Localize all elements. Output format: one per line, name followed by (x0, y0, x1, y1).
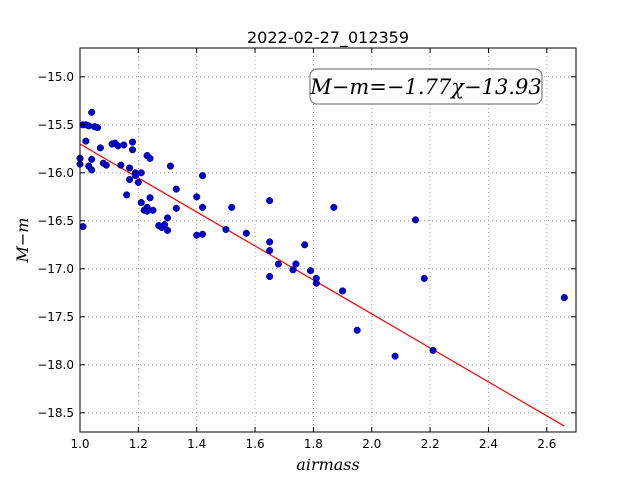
data-point (198, 172, 207, 180)
y-tick-label: −16.5 (37, 214, 74, 228)
data-point (117, 161, 125, 169)
plot-frame (79, 47, 577, 433)
x-tick-label: 1.0 (70, 437, 89, 451)
chart-title: 2022-02-27_012359 (247, 28, 409, 48)
y-tick-label: −18.0 (37, 358, 74, 372)
data-point (102, 161, 110, 169)
data-point (128, 138, 137, 146)
data-point (391, 352, 399, 360)
fit-equation: M−m=−1.77χ−13.93 (309, 75, 541, 99)
x-axis-label: airmass (296, 455, 359, 474)
data-point (120, 141, 128, 149)
data-point (193, 193, 201, 201)
x-tick-label: 2.6 (537, 437, 556, 451)
y-tick-label: −15.0 (37, 70, 74, 84)
scatter-points (76, 108, 568, 360)
x-tick-label: 1.6 (246, 437, 265, 451)
data-point (266, 272, 274, 281)
fit-line-group (79, 143, 565, 427)
data-point (172, 204, 180, 212)
grid-lines (79, 48, 576, 432)
x-tick-label: 2.2 (421, 437, 440, 451)
data-point (172, 185, 180, 193)
data-point (266, 238, 274, 246)
data-point (82, 137, 90, 145)
data-point (137, 199, 145, 207)
data-point (128, 146, 137, 154)
data-point (88, 155, 96, 163)
data-point (88, 166, 96, 174)
x-axis-ticks: 1.0 1.2 1.4 1.6 1.8 2.0 2.2 2.4 2.6 (70, 48, 556, 451)
data-point (126, 175, 134, 184)
data-point (339, 287, 347, 295)
y-tick-label: −18.5 (37, 406, 74, 420)
data-point (411, 216, 420, 224)
data-point (222, 225, 230, 233)
y-tick-label: −16.0 (37, 166, 74, 180)
data-point (266, 197, 274, 205)
y-tick-label: −15.5 (37, 118, 74, 132)
data-point (163, 214, 172, 222)
data-point (306, 267, 315, 275)
data-point (198, 203, 207, 211)
equation-box (309, 68, 543, 105)
data-point (274, 260, 282, 268)
data-point (292, 260, 300, 268)
data-point (131, 172, 139, 180)
data-point (96, 144, 104, 152)
data-point (114, 142, 122, 150)
data-point (420, 274, 428, 282)
data-point (126, 164, 134, 172)
y-axis-label: M−m (13, 218, 32, 264)
x-tick-label: 2.4 (479, 437, 498, 451)
data-point (228, 203, 236, 211)
data-point (143, 207, 151, 215)
data-point (85, 122, 93, 130)
y-tick-label: −17.5 (37, 310, 74, 324)
data-point (146, 194, 154, 202)
fit-line (79, 143, 565, 427)
x-tick-label: 2.0 (362, 437, 381, 451)
data-point (429, 346, 437, 354)
data-point (242, 229, 250, 237)
data-point (166, 162, 174, 170)
data-point (93, 124, 102, 132)
x-tick-label: 1.4 (187, 437, 206, 451)
data-point (193, 231, 201, 239)
data-point (312, 279, 320, 287)
data-point (353, 326, 361, 334)
data-point (137, 169, 145, 177)
data-point (289, 266, 297, 274)
data-point (149, 206, 157, 214)
data-point (123, 191, 131, 199)
data-point (161, 221, 169, 229)
x-tick-label: 1.8 (304, 437, 323, 451)
y-axis-ticks: −15.0 −15.5 −16.0 −16.5 −17.0 −17.5 −18.0 −18.5 (37, 70, 576, 420)
data-point (79, 223, 87, 231)
data-point (88, 108, 96, 116)
y-tick-label: −17.0 (37, 262, 74, 276)
data-point (163, 226, 172, 234)
x-tick-label: 1.2 (129, 437, 148, 451)
data-point (560, 294, 568, 302)
data-point (198, 230, 207, 238)
data-point (301, 241, 309, 249)
data-point (134, 178, 142, 186)
data-point (146, 154, 154, 162)
data-point (330, 203, 338, 211)
data-point (266, 247, 274, 255)
